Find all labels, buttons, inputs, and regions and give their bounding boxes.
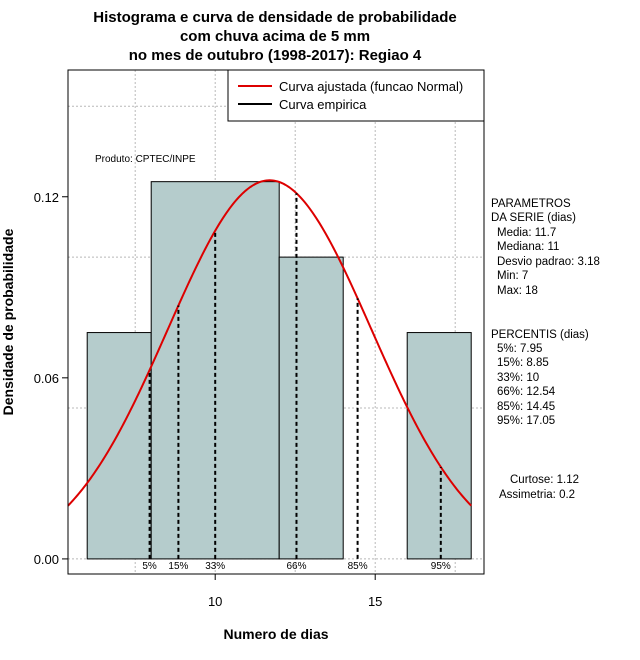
percentile-label-0: 5%: [142, 561, 157, 572]
percentil-95: 95%: 17.05: [497, 415, 555, 427]
param-desvio: Desvio padrao: 3.18: [497, 256, 600, 268]
x-axis-title: Numero de dias: [223, 626, 328, 642]
percentil-5: 5%: 7.95: [497, 343, 542, 355]
product-label: Produto: CPTEC/INPE: [95, 154, 196, 165]
params-title-1: PARAMETROS: [491, 198, 571, 210]
param-media: Media: 11.7: [497, 227, 556, 239]
side-panel: PARAMETROS DA SERIE (dias) Media: 11.7 M…: [491, 198, 600, 501]
percentile-label-5: 95%: [431, 561, 451, 572]
legend-label-empirical: Curva empirica: [279, 97, 367, 112]
legend: Curva ajustada (funcao Normal) Curva emp…: [227, 69, 485, 122]
param-mediana: Mediana: 11: [497, 241, 559, 253]
percentile-label-3: 66%: [286, 561, 306, 572]
y-axis-title: Densidade de probabilidade: [0, 228, 16, 415]
legend-label-normal: Curva ajustada (funcao Normal): [279, 79, 463, 94]
params-title-2: DA SERIE (dias): [491, 212, 576, 224]
percentil-15: 15%: 8.85: [497, 357, 549, 369]
percentil-33: 33%: 10: [497, 372, 539, 384]
percentil-66: 66%: 12.54: [497, 386, 556, 398]
curtose-value: Curtose: 1.12: [510, 474, 579, 486]
percentile-label-2: 33%: [205, 561, 225, 572]
y-tick-label-2: 0.12: [34, 190, 59, 205]
x-tick-label-1: 15: [368, 594, 382, 609]
chart-title-line-1: Histograma e curva de densidade de proba…: [93, 9, 456, 26]
normal-curve-layer: [67, 179, 472, 507]
param-max: Max: 18: [497, 285, 538, 297]
histogram-bar-3: [406, 332, 472, 560]
percentile-label-4: 85%: [348, 561, 368, 572]
axes: 0.00 0.06 0.12 10 15: [34, 190, 383, 609]
histogram-bars: [86, 181, 472, 560]
param-min: Min: 7: [497, 270, 528, 282]
percentil-85: 85%: 14.45: [497, 401, 555, 413]
normal-curve: [67, 179, 472, 507]
chart-title-line-3: no mes de outubro (1998-2017): Regiao 4: [129, 47, 422, 64]
y-tick-label-0: 0.00: [34, 552, 59, 567]
assimetria-value: Assimetria: 0.2: [499, 489, 575, 501]
x-tick-label-0: 10: [208, 594, 222, 609]
chart-title-line-2: com chuva acima de 5 mm: [180, 28, 370, 45]
legend-box: [227, 69, 485, 122]
y-tick-label-1: 0.06: [34, 371, 59, 386]
percentile-lines: 5% 15% 33% 66% 85% 95%: [142, 193, 451, 572]
histogram-bar-2: [278, 256, 344, 560]
histogram-bar-0: [86, 332, 152, 560]
percentis-title: PERCENTIS (dias): [491, 329, 589, 341]
percentile-label-1: 15%: [168, 561, 188, 572]
